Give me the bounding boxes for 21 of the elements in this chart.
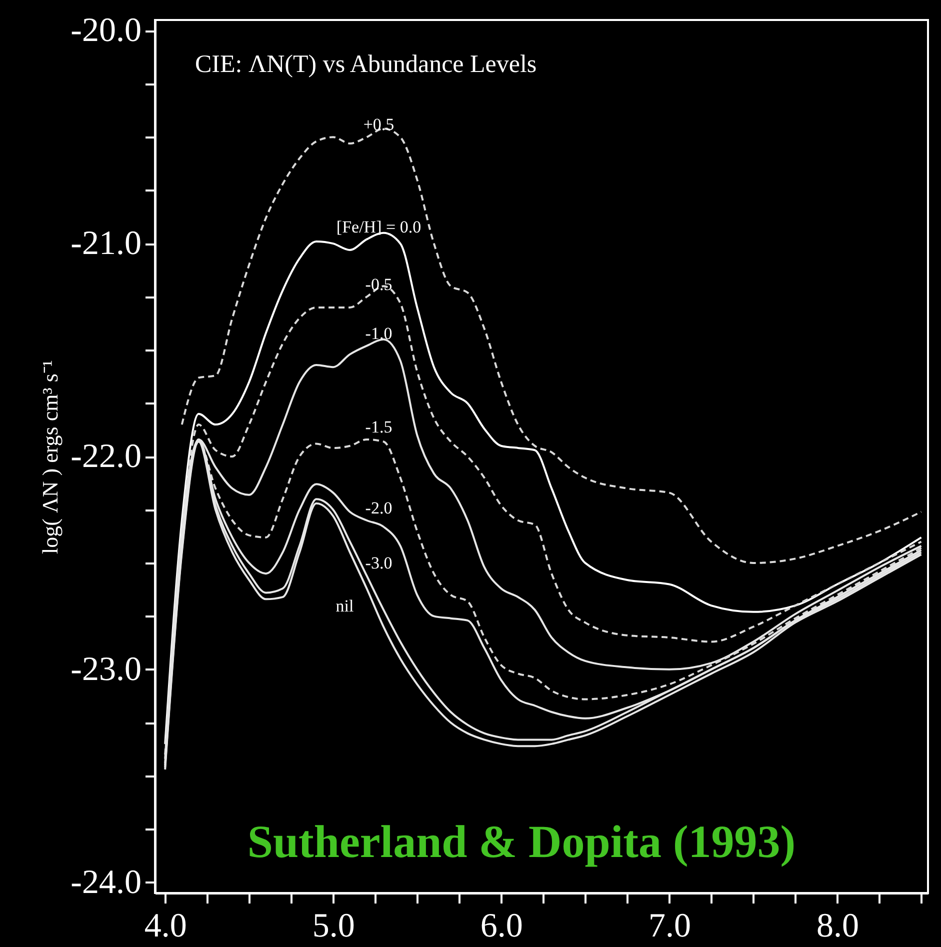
series-label: [Fe/H] = 0.0 <box>336 217 422 236</box>
y-tick-label: -21.0 <box>70 225 142 262</box>
y-tick-label: -23.0 <box>70 650 142 688</box>
series-label: -1.0 <box>365 324 392 343</box>
y-tick-label: -20.0 <box>70 12 142 50</box>
annotation: Sutherland & Dopita (1993) <box>247 816 796 867</box>
text: CIE: ΛN(T) vs Abundance Levels <box>195 51 537 78</box>
series-label: nil <box>336 596 354 616</box>
series-label: +0.5 <box>363 115 394 134</box>
x-tick-label: 6.0 <box>480 908 523 944</box>
x-tick-label: 4.0 <box>144 908 187 944</box>
y-tick-label: -22.0 <box>70 438 142 475</box>
series-label: -3.0 <box>365 554 392 573</box>
series-label: -2.0 <box>365 498 392 518</box>
y-tick-label: -24.0 <box>70 864 142 901</box>
x-tick-label: 7.0 <box>648 908 691 944</box>
y-axis-title: log( ΛN ) ergs cm³ s⁻¹ <box>38 360 63 554</box>
x-tick-label: 8.0 <box>816 908 860 944</box>
series-label: -1.5 <box>365 417 392 436</box>
x-tick-label: 5.0 <box>312 908 355 944</box>
series-label: -0.5 <box>365 274 392 294</box>
